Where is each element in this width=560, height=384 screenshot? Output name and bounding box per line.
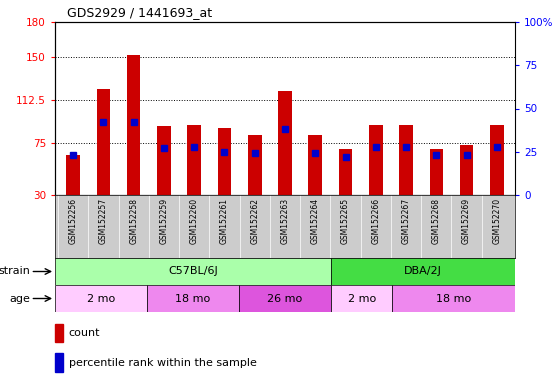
Bar — [331, 285, 393, 312]
Text: GSM152264: GSM152264 — [311, 198, 320, 244]
Text: GDS2929 / 1441693_at: GDS2929 / 1441693_at — [67, 7, 212, 20]
Text: GSM152268: GSM152268 — [432, 198, 441, 244]
Bar — [430, 149, 443, 195]
Text: age: age — [10, 293, 30, 303]
Bar — [55, 353, 63, 372]
Text: GSM152257: GSM152257 — [99, 198, 108, 244]
Text: GSM152261: GSM152261 — [220, 198, 229, 244]
Text: GSM152266: GSM152266 — [371, 198, 380, 244]
Bar — [460, 146, 473, 195]
Text: 18 mo: 18 mo — [175, 293, 211, 303]
Bar — [97, 89, 110, 195]
Text: C57BL/6J: C57BL/6J — [168, 266, 218, 276]
Text: 2 mo: 2 mo — [348, 293, 376, 303]
Bar — [309, 135, 322, 195]
Bar — [55, 258, 331, 285]
Bar — [147, 285, 239, 312]
Bar — [157, 126, 171, 195]
Text: GSM152259: GSM152259 — [160, 198, 169, 244]
Text: percentile rank within the sample: percentile rank within the sample — [69, 358, 256, 367]
Text: strain: strain — [0, 266, 30, 276]
Bar — [278, 91, 292, 195]
Text: 18 mo: 18 mo — [436, 293, 472, 303]
Text: 26 mo: 26 mo — [267, 293, 302, 303]
Bar — [188, 125, 201, 195]
Bar — [490, 125, 503, 195]
Text: GSM152267: GSM152267 — [402, 198, 410, 244]
Text: GSM152256: GSM152256 — [69, 198, 78, 244]
Bar — [127, 55, 141, 195]
Text: count: count — [69, 328, 100, 338]
Text: GSM152258: GSM152258 — [129, 198, 138, 244]
Text: GSM152269: GSM152269 — [462, 198, 471, 244]
Bar — [393, 285, 515, 312]
Bar — [218, 128, 231, 195]
Text: 2 mo: 2 mo — [87, 293, 115, 303]
Text: GSM152262: GSM152262 — [250, 198, 259, 244]
Bar — [55, 285, 147, 312]
Text: GSM152270: GSM152270 — [492, 198, 501, 244]
Bar — [66, 155, 80, 195]
Bar — [369, 125, 382, 195]
Bar — [339, 149, 352, 195]
Bar — [55, 324, 63, 343]
Bar — [331, 258, 515, 285]
Text: DBA/2J: DBA/2J — [404, 266, 442, 276]
Bar — [399, 125, 413, 195]
Text: GSM152265: GSM152265 — [341, 198, 350, 244]
Text: GSM152263: GSM152263 — [281, 198, 290, 244]
Bar — [239, 285, 331, 312]
Bar — [248, 135, 262, 195]
Text: GSM152260: GSM152260 — [190, 198, 199, 244]
